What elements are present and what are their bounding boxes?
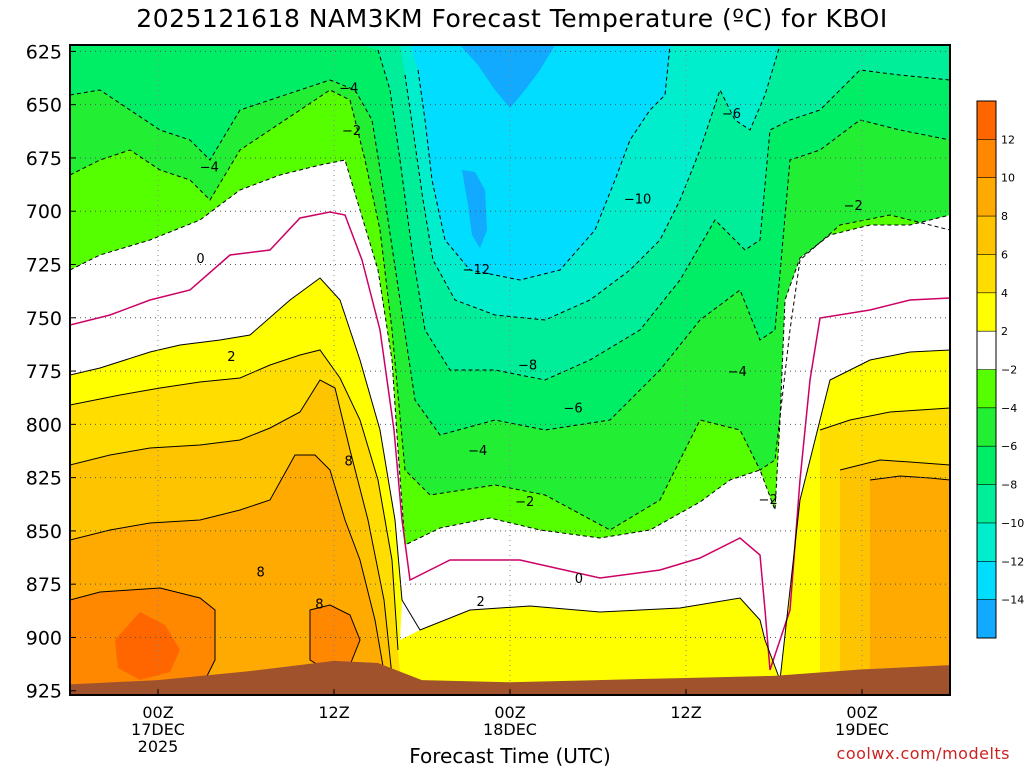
x-tick-label: 18DEC bbox=[483, 720, 537, 739]
x-axis-label: Forecast Time (UTC) bbox=[409, 744, 611, 768]
x-tick-label: 12Z bbox=[670, 703, 701, 722]
colorbar-label: −2 bbox=[1001, 364, 1017, 377]
chart-title: 2025121618 NAM3KM Forecast Temperature (… bbox=[136, 4, 888, 33]
colorbar-bin bbox=[977, 216, 996, 255]
contour-line-minus6 bbox=[70, 79, 950, 436]
contour-label: 2 bbox=[227, 350, 235, 365]
contour-labels: −4 −4 −2 0 2 8 8 8 −12 −10 −6 −2 −8 −6 −4 −4 −2 −2 2 0 bbox=[196, 82, 862, 613]
colorbar-bin bbox=[977, 331, 996, 370]
contour-line-plus6 bbox=[70, 379, 950, 695]
ground-fill bbox=[70, 660, 950, 695]
colorbar-bin bbox=[977, 101, 996, 140]
contour-label: 2 bbox=[477, 595, 485, 610]
colorbar-label: 10 bbox=[1001, 172, 1015, 185]
contour-label: −4 bbox=[200, 160, 219, 175]
contour-line-minus4 bbox=[70, 89, 950, 531]
colorbar-label: 12 bbox=[1001, 133, 1015, 146]
y-tick-label: 850 bbox=[26, 521, 62, 543]
contour-label: 8 bbox=[345, 455, 353, 470]
y-tick-label: 625 bbox=[26, 41, 62, 63]
y-tick-label: 725 bbox=[26, 255, 62, 277]
contour-label: −6 bbox=[722, 107, 741, 122]
contour-line-minus2 bbox=[70, 159, 950, 546]
colorbar: 12 10 8 6 4 2 −2 −4 −6 −8 −10 −12 −14 bbox=[976, 100, 1024, 639]
colorbar-label: 8 bbox=[1001, 210, 1008, 223]
contour-label: 8 bbox=[257, 565, 265, 580]
contour-label: −4 bbox=[339, 82, 358, 97]
colorbar-label: −12 bbox=[1001, 555, 1024, 568]
x-tick-label: 19DEC bbox=[835, 720, 889, 739]
colorbar-bin bbox=[977, 139, 996, 179]
colorbar-bin bbox=[977, 177, 996, 217]
x-tick-label: 17DEC bbox=[131, 720, 185, 739]
contour-label: −6 bbox=[563, 401, 582, 416]
colorbar-bin bbox=[977, 561, 996, 601]
colorbar-bin bbox=[977, 522, 996, 562]
y-tick-label: 825 bbox=[26, 468, 62, 490]
contour-label: −2 bbox=[342, 124, 361, 139]
y-tick-label: 775 bbox=[26, 361, 62, 383]
contour-lines bbox=[70, 45, 950, 695]
colorbar-bin bbox=[977, 484, 996, 524]
y-tick-label: 800 bbox=[26, 414, 62, 436]
colorbar-label: −4 bbox=[1001, 402, 1017, 415]
contour-label: −2 bbox=[759, 493, 778, 508]
contour-line-plus4 bbox=[70, 349, 950, 651]
colorbar-bin bbox=[977, 446, 996, 486]
x-tick-label: 12Z bbox=[318, 703, 349, 722]
contour-line-minus8 bbox=[377, 49, 950, 381]
contour-label: −2 bbox=[515, 495, 534, 510]
contour-label: 0 bbox=[196, 252, 204, 267]
contour-line-plus10 bbox=[70, 587, 361, 691]
credit-link[interactable]: coolwx.com/modelts bbox=[836, 744, 1010, 763]
colorbar-label: −14 bbox=[1001, 594, 1024, 607]
contour-label: −10 bbox=[624, 192, 651, 207]
contour-label: −12 bbox=[463, 263, 490, 278]
colorbar-label: −8 bbox=[1001, 479, 1017, 492]
contour-line-minus10 bbox=[404, 45, 781, 321]
contour-line-zero bbox=[70, 211, 950, 671]
region-minus14-minus12 bbox=[460, 45, 555, 248]
colorbar-label: 4 bbox=[1001, 287, 1008, 300]
region-plus8-plus10 bbox=[70, 455, 950, 695]
y-tick-label: 925 bbox=[26, 681, 62, 703]
y-tick-label: 750 bbox=[26, 308, 62, 330]
contour-line-plus2 bbox=[70, 277, 950, 681]
x-tick-label: 2025 bbox=[138, 737, 179, 756]
x-tick-label: 00Z bbox=[846, 703, 877, 722]
contour-label: 8 bbox=[315, 597, 323, 612]
region-plus12-plus14 bbox=[115, 612, 180, 680]
colorbar-bin bbox=[977, 369, 996, 409]
colorbar-bin bbox=[977, 292, 996, 332]
contour-label: 0 bbox=[575, 572, 583, 587]
x-tick-label: 00Z bbox=[142, 703, 173, 722]
contour-line-minus12 bbox=[417, 45, 671, 281]
y-axis: 625 650 675 700 725 750 775 800 825 850 875 900 925 bbox=[26, 41, 76, 703]
x-tick-label: 00Z bbox=[494, 703, 525, 722]
colorbar-label: 6 bbox=[1001, 248, 1008, 261]
colorbar-bin bbox=[977, 599, 996, 639]
y-tick-label: 875 bbox=[26, 574, 62, 596]
colorbar-label: 2 bbox=[1001, 325, 1008, 338]
y-tick-label: 700 bbox=[26, 201, 62, 223]
y-tick-label: 650 bbox=[26, 95, 62, 117]
contour-label: −4 bbox=[728, 365, 747, 380]
colorbar-bin bbox=[977, 254, 996, 294]
colorbar-label: −6 bbox=[1001, 440, 1017, 453]
contour-label: −2 bbox=[844, 199, 863, 214]
colorbar-label: −10 bbox=[1001, 517, 1024, 530]
plot-area bbox=[70, 45, 950, 695]
contour-label: −8 bbox=[518, 359, 537, 374]
y-tick-label: 900 bbox=[26, 627, 62, 649]
contour-label: −4 bbox=[468, 444, 487, 459]
colorbar-bin bbox=[977, 407, 996, 447]
y-tick-label: 675 bbox=[26, 148, 62, 170]
